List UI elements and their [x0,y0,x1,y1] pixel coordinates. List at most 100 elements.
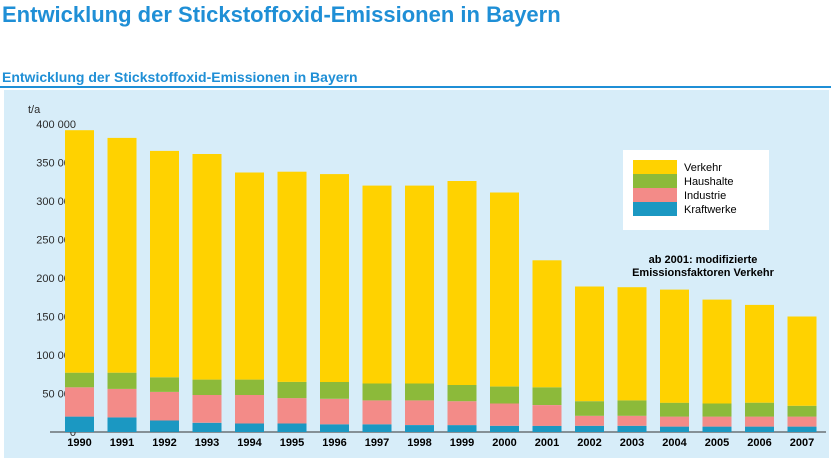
bar-segment-haushalte-2005 [702,403,732,417]
bar-segment-kraftwerke-1997 [362,424,392,432]
bar-segment-kraftwerke-1998 [405,425,434,432]
bar-segment-kraftwerke-2005 [702,426,732,432]
x-axis-ticks: 1990 1991 1992 1993 1994 1995 1996 1997 1998 1999… [67,437,814,449]
bar-segment-industrie-2007 [787,416,817,427]
bar-segment-verkehr-1992 [150,150,179,378]
bar-segment-haushalte-2004 [660,402,689,417]
bar-segment-industrie-1998 [405,400,434,425]
bars-group [65,130,817,432]
bar-segment-industrie-2005 [702,416,732,427]
bar-segment-industrie-1994 [235,395,264,424]
legend-swatch-haushalte [633,174,677,188]
x-tick-label: 1996 [322,437,346,449]
legend-label-kraftwerke: Kraftwerke [684,204,737,216]
page-title: Entwicklung der Stickstoffoxid-Emissione… [2,2,561,27]
bar-segment-verkehr-2006 [745,304,774,403]
bar-segment-haushalte-1990 [65,372,94,388]
x-tick-label: 2001 [535,437,559,449]
bar-segment-verkehr-2007 [787,316,817,406]
bar-segment-kraftwerke-2007 [787,426,817,432]
bar-segment-haushalte-2002 [575,401,604,416]
bar-segment-kraftwerke-2001 [532,425,562,432]
y-tick-label: 400 000 [36,119,76,131]
x-tick-label: 2000 [492,437,516,449]
x-tick-label: 2004 [662,437,687,449]
chart-title: Entwicklung der Stickstoffoxid-Emissione… [2,69,358,85]
bar-segment-haushalte-1993 [192,379,222,395]
bar-segment-industrie-2003 [617,415,647,426]
bar-segment-haushalte-1997 [362,383,392,401]
x-tick-label: 2006 [747,437,771,449]
y-tick-label: 0 [70,427,76,439]
bar-segment-verkehr-1995 [277,171,307,382]
bar-segment-verkehr-1993 [192,154,222,380]
annotation-line-2: Emissionsfaktoren Verkehr [632,267,775,279]
bar-segment-haushalte-1994 [235,379,264,395]
bar-segment-verkehr-1996 [320,174,349,382]
y-axis-unit: t/a [28,104,41,116]
x-tick-label: 2005 [705,437,729,449]
legend-swatch-kraftwerke [633,202,677,216]
bar-segment-industrie-1996 [320,398,349,425]
bar-segment-verkehr-1998 [405,185,434,384]
bar-segment-industrie-1991 [107,388,137,418]
bar-segment-verkehr-1994 [235,172,264,380]
legend-items: Verkehr Haushalte Industrie Kraftwerke [633,160,737,216]
bar-segment-verkehr-1990 [65,130,94,373]
bar-segment-industrie-1993 [192,395,222,423]
bar-segment-kraftwerke-1994 [235,423,264,432]
bar-segment-verkehr-2000 [490,192,519,387]
x-tick-label: 1999 [450,437,474,449]
legend-swatch-verkehr [633,160,677,174]
bar-segment-verkehr-1999 [447,181,477,385]
x-tick-label: 1991 [110,437,134,449]
bar-segment-haushalte-1996 [320,381,349,399]
bar-segment-kraftwerke-1993 [192,422,222,432]
x-tick-label: 1990 [67,437,91,449]
bar-segment-industrie-1995 [277,398,307,424]
bar-segment-kraftwerke-2000 [490,425,519,432]
bar-segment-haushalte-2007 [787,405,817,417]
bar-segment-industrie-1999 [447,401,477,426]
legend-label-industrie: Industrie [684,190,726,202]
bar-segment-verkehr-2005 [702,299,732,404]
x-tick-label: 1992 [152,437,176,449]
bar-segment-kraftwerke-2004 [660,426,689,432]
bar-segment-haushalte-2006 [745,402,774,417]
bar-segment-haushalte-2001 [532,387,562,405]
legend-label-haushalte: Haushalte [684,176,734,188]
bar-segment-verkehr-2001 [532,260,562,388]
bar-segment-kraftwerke-1992 [150,420,179,432]
bar-segment-haushalte-1999 [447,385,477,402]
bar-segment-haushalte-2000 [490,386,519,404]
bar-segment-industrie-2006 [745,416,774,427]
bar-segment-kraftwerke-2006 [745,426,774,432]
annotation-line-1: ab 2001: modifizierte [649,254,758,266]
bar-segment-kraftwerke-2003 [617,425,647,432]
bar-segment-verkehr-1997 [362,185,392,384]
bar-segment-haushalte-1991 [107,372,137,389]
x-tick-label: 2007 [790,437,814,449]
bar-segment-haushalte-1995 [277,381,307,399]
x-tick-label: 1993 [195,437,219,449]
bar-segment-kraftwerke-1990 [65,416,94,432]
legend-swatch-industrie [633,188,677,202]
bar-segment-industrie-2002 [575,415,604,426]
bar-segment-haushalte-2003 [617,400,647,416]
x-tick-label: 1994 [237,437,262,449]
bar-segment-industrie-2000 [490,403,519,426]
bar-segment-verkehr-2004 [660,289,689,403]
bar-segment-haushalte-1998 [405,383,434,401]
bar-segment-industrie-2001 [532,405,562,426]
bar-segment-kraftwerke-2002 [575,425,604,432]
bar-segment-kraftwerke-1991 [107,417,137,432]
bar-segment-industrie-1990 [65,387,94,417]
bar-segment-industrie-1997 [362,400,392,425]
bar-segment-verkehr-1991 [107,137,137,373]
bar-segment-kraftwerke-1995 [277,423,307,432]
bar-segment-kraftwerke-1996 [320,424,349,432]
bar-segment-verkehr-2003 [617,287,647,401]
x-tick-label: 2003 [620,437,644,449]
bar-segment-kraftwerke-1999 [447,425,477,432]
